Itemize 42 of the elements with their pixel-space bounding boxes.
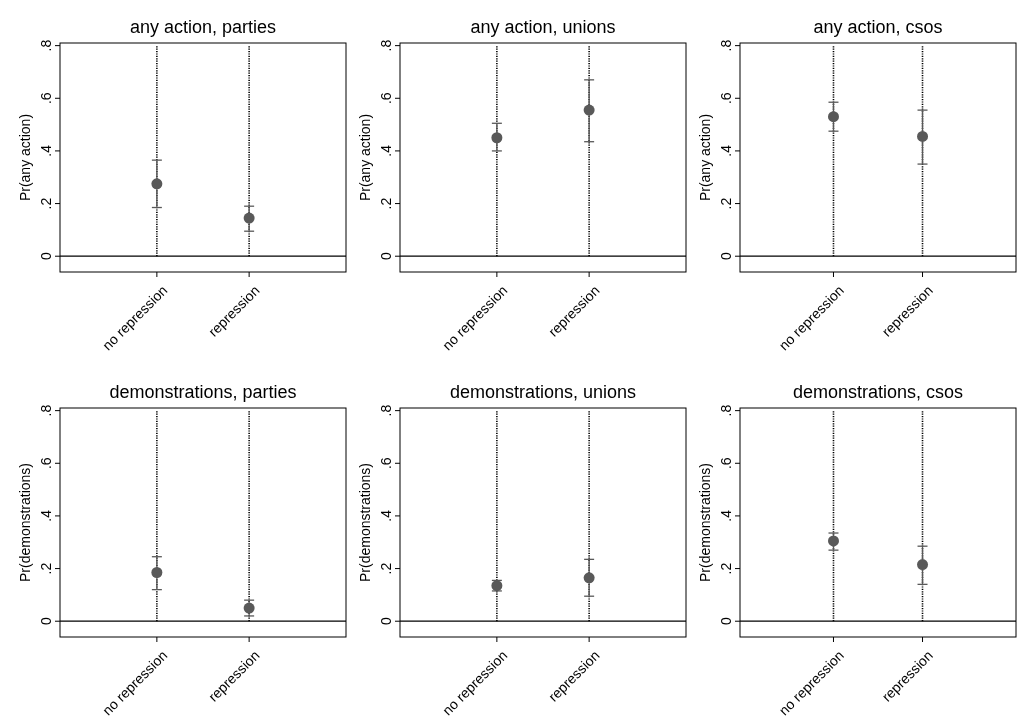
y-tick-label: .2 bbox=[718, 562, 734, 575]
y-tick-label: .4 bbox=[718, 509, 734, 522]
y-tick-label: 0 bbox=[38, 617, 54, 626]
y-tick-label: .8 bbox=[718, 404, 734, 417]
y-axis-title: Pr(any action) bbox=[17, 113, 33, 202]
chart-title: any action, unions bbox=[470, 17, 616, 37]
y-tick-label: 0 bbox=[378, 252, 394, 261]
y-tick-label: 0 bbox=[718, 617, 734, 626]
y-tick-label: .6 bbox=[38, 457, 54, 470]
chart-title: any action, parties bbox=[129, 17, 277, 37]
y-axis-title: Pr(demonstrations) bbox=[357, 462, 373, 583]
y-tick-label: .2 bbox=[378, 197, 394, 210]
y-tick-label: .8 bbox=[378, 39, 394, 52]
y-tick-label: .6 bbox=[718, 92, 734, 105]
y-tick-label: .4 bbox=[38, 144, 54, 157]
y-tick-label: .6 bbox=[378, 92, 394, 105]
y-axis-title: Pr(demonstrations) bbox=[697, 462, 713, 583]
y-tick-label: 0 bbox=[718, 252, 734, 261]
y-tick-label: .6 bbox=[718, 457, 734, 470]
y-tick-label: .2 bbox=[38, 562, 54, 575]
y-axis-title: Pr(demonstrations) bbox=[17, 462, 33, 583]
y-tick-label: .6 bbox=[38, 92, 54, 105]
y-tick-label: .4 bbox=[38, 509, 54, 522]
chart-title: demonstrations, unions bbox=[449, 382, 637, 402]
y-tick-label: .8 bbox=[378, 404, 394, 417]
y-tick-label: .2 bbox=[378, 562, 394, 575]
y-tick-label: .2 bbox=[38, 197, 54, 210]
y-tick-label: .8 bbox=[38, 404, 54, 417]
y-tick-label: .2 bbox=[718, 197, 734, 210]
y-tick-label: .4 bbox=[378, 144, 394, 157]
y-tick-label: 0 bbox=[38, 252, 54, 261]
y-tick-label: .6 bbox=[378, 457, 394, 470]
y-tick-label: .4 bbox=[718, 144, 734, 157]
y-axis-title: Pr(any action) bbox=[357, 113, 373, 202]
chart-title: demonstrations, csos bbox=[792, 382, 964, 402]
y-tick-label: .8 bbox=[718, 39, 734, 52]
y-tick-label: 0 bbox=[378, 617, 394, 626]
y-tick-label: .8 bbox=[38, 39, 54, 52]
y-tick-label: .4 bbox=[378, 509, 394, 522]
chart-title: any action, csos bbox=[813, 17, 943, 37]
y-axis-title: Pr(any action) bbox=[697, 113, 713, 202]
chart-title: demonstrations, parties bbox=[109, 382, 297, 402]
